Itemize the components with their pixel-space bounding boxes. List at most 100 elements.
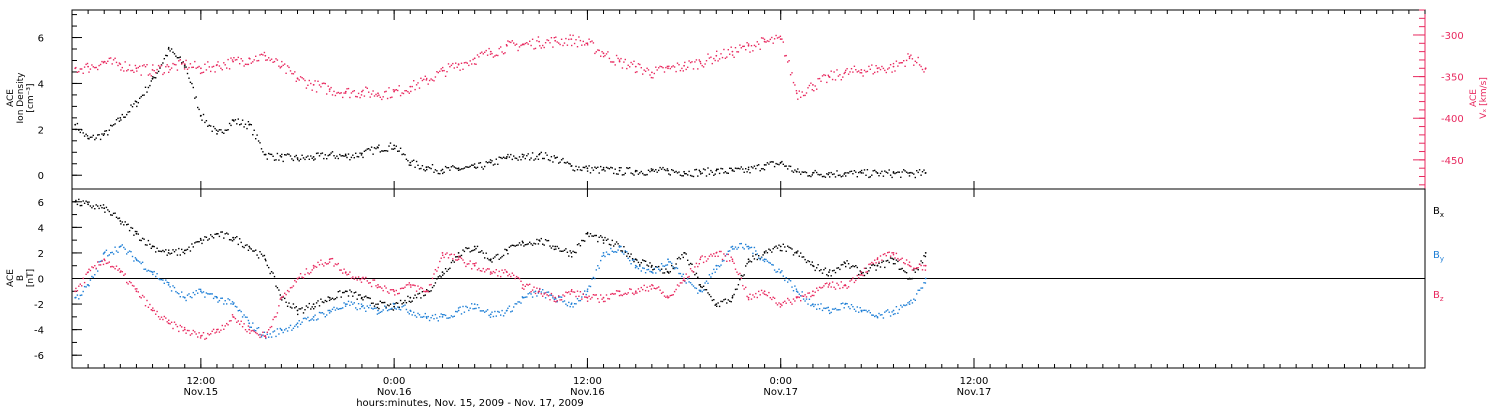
series-by-dot	[800, 295, 802, 297]
series-by-point	[651, 271, 653, 273]
series-vx-dot	[847, 73, 850, 75]
series-by-dot	[678, 272, 680, 275]
series-ion-density-dot	[729, 167, 731, 169]
series-by-dot	[611, 250, 613, 252]
series-by-dot	[652, 272, 654, 274]
series-by-dot	[791, 286, 793, 288]
series-ion-density-dot	[453, 166, 455, 168]
series-bz-dot	[682, 279, 684, 282]
series-vx-dot	[233, 57, 235, 59]
series-bz-dot	[278, 305, 280, 307]
series-bz-dot	[629, 288, 631, 290]
series-vx-dot	[660, 66, 663, 68]
series-ion-density-point	[457, 167, 460, 170]
series-bx-dot	[758, 255, 760, 257]
series-bz-dot	[162, 318, 164, 321]
series-bz-dot	[207, 332, 209, 335]
series-bz-dot	[466, 263, 468, 265]
series-bz-dot	[450, 253, 453, 255]
series-bx-dot	[627, 252, 629, 255]
b-tick-label: 6	[38, 198, 44, 209]
series-vx-dot	[533, 48, 535, 50]
series-ion-density-dot	[456, 167, 458, 170]
series-ion-density-dot	[711, 171, 713, 173]
series-bz-dot	[155, 313, 157, 315]
series-by-dot	[736, 248, 738, 250]
series-bx-dot	[156, 247, 158, 249]
series-ion-density-dot	[720, 167, 722, 170]
series-ion-density-dot	[228, 122, 231, 125]
series-vx-point	[731, 50, 734, 53]
series-bz-dot	[215, 331, 218, 333]
series-bx-dot	[747, 261, 750, 263]
series-bz-dot	[366, 280, 368, 282]
series-vx-dot	[917, 56, 919, 59]
series-by-point	[167, 284, 170, 286]
series-bz-dot	[737, 273, 740, 276]
series-bz-dot	[575, 295, 577, 298]
series-vx-dot	[755, 45, 757, 48]
series-by-point	[441, 316, 444, 318]
series-bx-dot	[205, 236, 208, 238]
series-ion-density-dot	[737, 167, 740, 170]
series-bx-point	[200, 239, 202, 242]
series-bx-dot	[447, 268, 450, 271]
series-ion-density-dot	[363, 150, 366, 152]
series-bz-dot	[446, 252, 448, 254]
series-by-dot	[872, 314, 874, 316]
series-bz-dot	[91, 266, 93, 268]
series-ion-density-dot	[82, 132, 84, 134]
series-bz-dot	[595, 294, 597, 296]
series-ion-density-dot	[257, 140, 260, 142]
series-bz-dot	[160, 316, 163, 318]
series-ion-density-dot	[344, 153, 347, 155]
series-vx-dot	[911, 58, 914, 60]
series-vx	[74, 34, 927, 101]
series-by-dot	[707, 282, 709, 284]
series-vx-dot	[534, 47, 537, 50]
series-bx-dot	[856, 266, 858, 269]
series-bz-dot	[108, 261, 110, 263]
series-bx-dot	[697, 276, 699, 278]
series-ion-density-dot	[507, 153, 509, 156]
series-bx-dot	[95, 204, 97, 206]
series-by-dot	[668, 261, 670, 263]
series-bx-dot	[157, 250, 160, 252]
series-bx-dot	[166, 254, 168, 256]
series-bx-dot	[891, 257, 893, 260]
series-bz-dot	[697, 265, 699, 268]
series-ion-density-dot	[446, 167, 448, 169]
series-vx-dot	[76, 71, 79, 73]
density-axis-title: ACE Ion Density [cm⁻³]	[6, 72, 36, 124]
series-bx-dot	[568, 255, 570, 257]
series-vx-point	[844, 71, 846, 74]
series-vx-point	[586, 42, 589, 45]
series-bz-dot	[800, 300, 802, 302]
series-by-point	[296, 322, 299, 325]
series-bz-dot	[76, 290, 79, 292]
series-ion-density-dot	[307, 155, 309, 157]
series-bx-dot	[585, 233, 587, 235]
series-by-dot	[849, 307, 851, 310]
series-by-dot	[347, 300, 350, 303]
series-ion-density-point	[119, 117, 122, 119]
series-ion-density-dot	[246, 127, 248, 130]
series-ion-density-dot	[613, 172, 615, 175]
series-bx-dot	[827, 275, 829, 277]
series-bz-dot	[234, 317, 237, 320]
series-ion-density-dot	[126, 113, 128, 116]
series-bz-dot	[636, 292, 638, 294]
series-bz-dot	[560, 299, 563, 301]
series-bx-dot	[736, 288, 738, 290]
series-bx-dot	[789, 247, 792, 249]
series-bx-dot	[256, 254, 258, 256]
series-ion-density-dot	[810, 175, 812, 178]
series-bz-dot	[808, 292, 811, 294]
date-tick-label: Nov.17	[763, 387, 798, 398]
series-bz-dot	[150, 309, 152, 311]
series-vx-dot	[920, 65, 922, 68]
series-bx-dot	[207, 239, 209, 241]
series-vx-dot	[544, 42, 547, 44]
vx-axis: -300-350-400-450	[1413, 9, 1464, 189]
series-by-dot	[327, 309, 329, 312]
